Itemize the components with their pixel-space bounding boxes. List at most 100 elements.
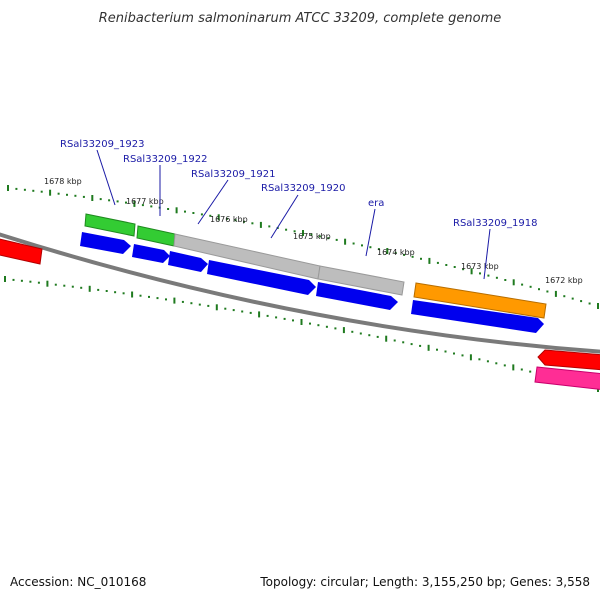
leader-line-1923	[96, 149, 116, 206]
minor-tick	[420, 257, 422, 260]
minor-tick	[234, 219, 237, 222]
minor-tick	[327, 237, 330, 240]
minor-tick	[266, 314, 269, 317]
leader-line-1921	[197, 179, 229, 225]
feature-gray-era[interactable]	[317, 265, 405, 296]
minor-tick	[12, 278, 15, 281]
gene-label-1918[interactable]: RSal33209_1918	[453, 218, 537, 229]
minor-tick	[198, 303, 201, 306]
minor-tick	[226, 217, 229, 220]
minor-tick	[563, 295, 566, 298]
accession-text: Accession: NC_010168	[10, 575, 146, 589]
gene-label-1923[interactable]: RSal33209_1923	[60, 139, 144, 150]
major-tick	[175, 207, 178, 214]
major-tick	[46, 280, 49, 287]
feature-green-1923[interactable]	[84, 213, 136, 237]
minor-tick	[139, 294, 142, 297]
cds-arrow-era[interactable]	[316, 282, 398, 310]
minor-tick	[74, 194, 77, 197]
minor-tick	[268, 225, 271, 228]
kbp-label: 1674 kbp	[377, 248, 415, 257]
major-tick	[512, 364, 515, 371]
minor-tick	[165, 298, 167, 301]
minor-tick	[376, 335, 379, 338]
kbp-label: 1677 kbp	[126, 197, 164, 206]
minor-tick	[403, 253, 406, 256]
minor-tick	[114, 291, 117, 294]
minor-tick	[359, 332, 362, 335]
minor-tick	[32, 189, 35, 192]
minor-tick	[97, 288, 100, 291]
minor-tick	[184, 210, 186, 213]
minor-tick	[588, 302, 591, 305]
gene-label-1922[interactable]: RSal33209_1922	[123, 154, 207, 165]
major-tick	[428, 257, 431, 264]
minor-tick	[232, 309, 235, 312]
major-tick	[386, 248, 389, 254]
feature-red-right[interactable]	[537, 349, 600, 371]
leader-line-1918	[483, 228, 491, 280]
feature-red-left[interactable]	[0, 238, 43, 265]
major-tick	[427, 344, 430, 351]
minor-tick	[520, 368, 523, 371]
gene-label-era[interactable]: era	[368, 198, 384, 209]
minor-tick	[122, 292, 125, 295]
minor-tick	[167, 208, 170, 210]
minor-tick	[285, 228, 288, 231]
cds-arrow-1923[interactable]	[80, 232, 131, 254]
cds-arrow-1918[interactable]	[411, 300, 544, 333]
major-tick	[4, 276, 6, 282]
minor-tick	[419, 344, 422, 347]
major-tick	[302, 230, 304, 236]
feature-orange-1918[interactable]	[413, 282, 547, 319]
cds-arrow-1922[interactable]	[132, 244, 170, 263]
minor-tick	[249, 311, 252, 314]
minor-tick	[495, 276, 498, 279]
minor-tick	[351, 330, 354, 333]
minor-tick	[394, 251, 397, 254]
minor-tick	[23, 188, 26, 191]
minor-tick	[361, 244, 363, 247]
cds-arrow-1920[interactable]	[207, 260, 316, 295]
minor-tick	[66, 193, 68, 196]
minor-tick	[108, 199, 111, 202]
minor-tick	[325, 325, 328, 328]
major-tick	[133, 200, 136, 207]
cds-arrow-1921[interactable]	[168, 251, 208, 272]
minor-tick	[116, 200, 119, 203]
outer-tick-ring	[7, 185, 599, 309]
major-tick	[597, 303, 599, 309]
minor-tick	[156, 297, 159, 300]
kbp-label: 1673 kbp	[461, 262, 499, 271]
minor-tick	[209, 214, 212, 217]
minor-tick	[224, 307, 227, 310]
minor-tick	[479, 272, 481, 275]
major-tick	[7, 185, 9, 191]
minor-tick	[521, 283, 524, 286]
major-tick	[342, 327, 345, 334]
minor-tick	[538, 288, 540, 291]
minor-tick	[125, 201, 127, 204]
minor-tick	[393, 339, 396, 342]
minor-tick	[436, 261, 439, 264]
feature-green-1922[interactable]	[136, 225, 176, 247]
minor-tick	[57, 192, 60, 195]
minor-tick	[571, 297, 574, 300]
minor-tick	[369, 246, 372, 249]
minor-tick	[486, 360, 489, 363]
gene-label-1920[interactable]: RSal33209_1920	[261, 183, 345, 194]
major-tick	[217, 214, 220, 221]
minor-tick	[20, 279, 23, 282]
feature-pink-right[interactable]	[534, 366, 600, 390]
kbp-label: 1675 kbp	[293, 232, 331, 241]
minor-tick	[318, 235, 321, 238]
gene-label-1921[interactable]: RSal33209_1921	[191, 169, 275, 180]
minor-tick	[241, 310, 244, 313]
minor-tick	[292, 319, 294, 322]
minor-tick	[495, 362, 498, 365]
minor-tick	[504, 279, 507, 281]
minor-tick	[283, 317, 286, 320]
major-tick	[385, 335, 388, 342]
map-title: Renibacterium salmoninarum ATCC 33209, c…	[99, 11, 502, 26]
kbp-label: 1676 kbp	[210, 215, 248, 224]
